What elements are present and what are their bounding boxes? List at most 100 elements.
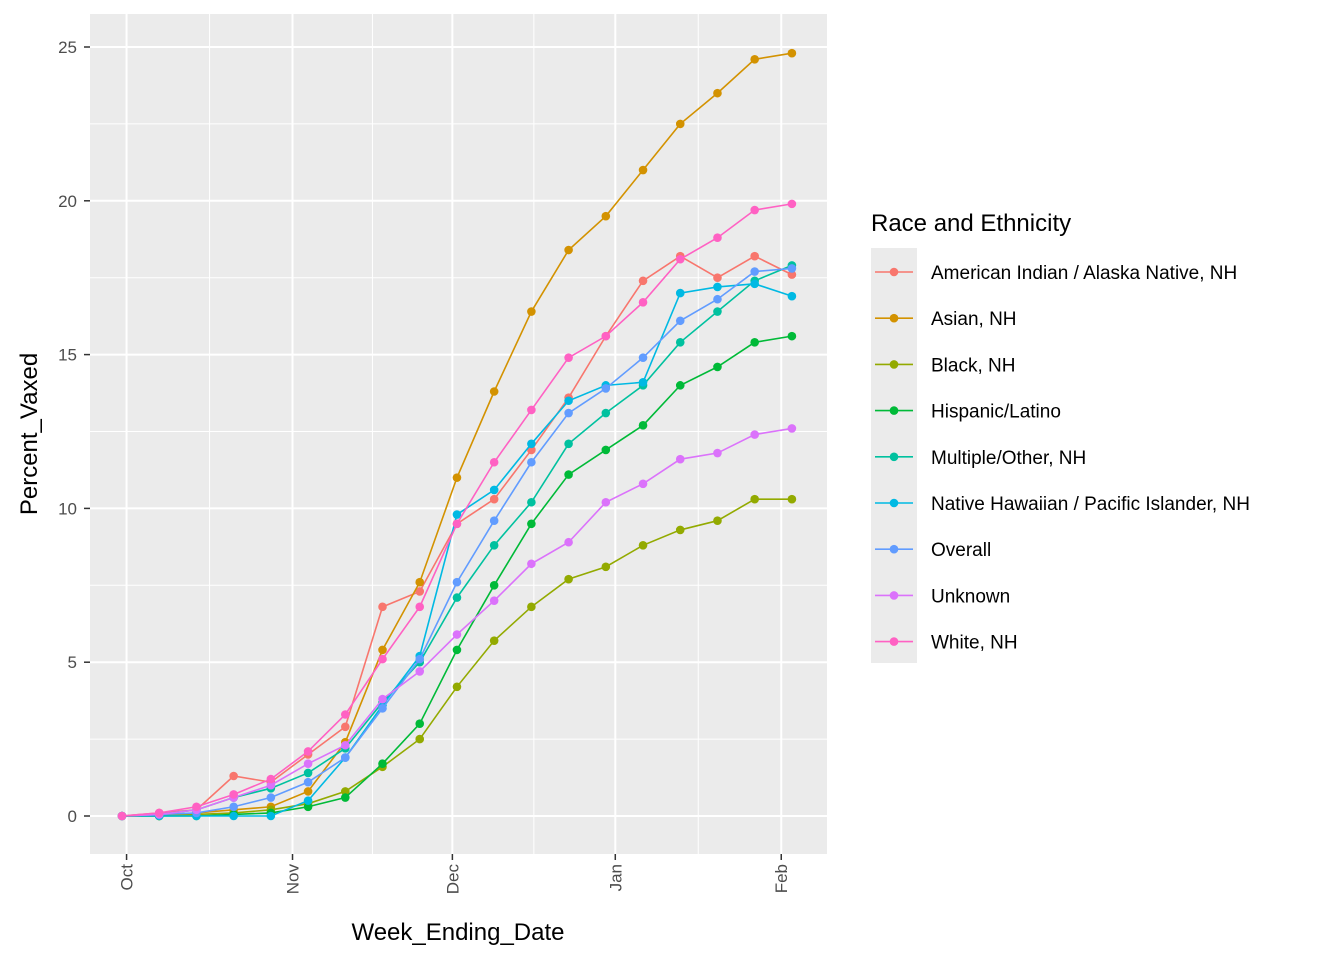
data-point <box>378 759 387 769</box>
data-point <box>415 577 425 587</box>
data-point <box>713 88 722 98</box>
data-point <box>713 448 722 458</box>
data-point <box>489 387 499 396</box>
data-point <box>341 710 350 719</box>
legend-label: Black, NH <box>931 355 1015 376</box>
data-point <box>713 516 722 526</box>
y-tick-label: 10 <box>58 499 77 518</box>
data-point <box>713 294 722 304</box>
data-point <box>564 439 573 449</box>
data-point <box>341 740 350 750</box>
y-axis-title: Percent_Vaxed <box>16 353 43 515</box>
data-point <box>787 270 797 279</box>
legend-key-point <box>889 406 899 415</box>
data-point <box>452 645 462 655</box>
legend-item: Multiple/Other, NH <box>875 448 1086 469</box>
y-tick-label: 15 <box>58 346 77 365</box>
data-point <box>675 254 685 264</box>
data-point <box>452 473 462 482</box>
data-point <box>750 494 759 504</box>
data-point <box>675 454 685 464</box>
data-point <box>675 288 685 298</box>
data-point <box>527 307 536 316</box>
data-point <box>415 654 425 664</box>
major-gridlines <box>90 14 827 854</box>
data-point <box>489 494 499 504</box>
data-point <box>675 525 685 535</box>
legend-key-point <box>889 544 899 554</box>
y-tick-label: 0 <box>68 807 77 826</box>
data-point <box>303 802 313 812</box>
legend-item: Overall <box>875 540 991 561</box>
data-point <box>787 291 797 301</box>
data-point <box>601 497 611 507</box>
data-point <box>527 519 536 529</box>
data-point <box>601 384 611 393</box>
data-point <box>527 405 536 415</box>
data-point <box>489 457 499 467</box>
legend-item: American Indian / Alaska Native, NH <box>875 263 1237 284</box>
y-axis: 0 5 10 15 20 25 <box>58 38 90 826</box>
data-point <box>415 667 425 676</box>
data-point <box>303 796 313 805</box>
data-point <box>713 307 722 316</box>
data-point <box>750 251 759 261</box>
data-point <box>564 574 573 584</box>
data-point <box>341 787 350 796</box>
data-point <box>117 811 127 821</box>
data-point <box>229 771 238 781</box>
data-point <box>303 747 313 756</box>
data-point <box>564 470 573 479</box>
data-point <box>713 282 722 292</box>
data-point <box>341 793 350 802</box>
data-point <box>750 205 759 215</box>
data-point <box>527 457 536 467</box>
data-point <box>415 719 425 729</box>
data-point <box>452 577 462 587</box>
data-point <box>303 787 313 796</box>
data-point <box>787 331 797 341</box>
data-point <box>601 562 611 572</box>
data-point <box>527 497 536 507</box>
data-point <box>787 424 797 433</box>
y-tick-label: 20 <box>58 192 77 211</box>
data-point <box>303 777 313 787</box>
legend-item: Asian, NH <box>875 309 1017 330</box>
data-point <box>601 408 611 418</box>
data-point <box>713 362 722 372</box>
data-point <box>415 587 425 596</box>
legend-key-point <box>889 360 899 369</box>
data-point <box>675 337 685 347</box>
data-point <box>638 298 648 307</box>
data-point <box>415 602 425 612</box>
data-point <box>713 273 722 283</box>
x-axis: Oct Nov Dec Jan Feb <box>118 854 791 895</box>
legend-label: White, NH <box>931 633 1018 654</box>
x-tick-label: Nov <box>284 864 303 895</box>
data-point <box>564 537 573 547</box>
x-tick-label: Jan <box>606 864 625 891</box>
data-point <box>415 734 425 744</box>
data-point <box>229 811 238 821</box>
legend-title: Race and Ethnicity <box>871 210 1071 237</box>
data-point <box>787 199 797 209</box>
x-tick-label: Feb <box>772 864 791 893</box>
y-tick-label: 25 <box>58 38 77 57</box>
x-axis-title: Week_Ending_Date <box>351 919 564 946</box>
data-point <box>489 636 499 645</box>
series-group <box>117 48 797 821</box>
y-tick-label: 5 <box>68 653 77 672</box>
x-tick-label: Oct <box>118 864 137 891</box>
data-point <box>489 596 499 605</box>
data-point <box>303 768 313 778</box>
legend-label: Overall <box>931 540 991 561</box>
legend-label: American Indian / Alaska Native, NH <box>931 263 1237 284</box>
legend-key-point <box>889 637 899 646</box>
legend-label: Multiple/Other, NH <box>931 448 1086 469</box>
data-point <box>601 445 611 455</box>
data-point <box>341 753 350 762</box>
data-point <box>489 541 499 550</box>
legend-item: Native Hawaiian / Pacific Islander, NH <box>875 494 1250 515</box>
data-point <box>750 337 759 347</box>
